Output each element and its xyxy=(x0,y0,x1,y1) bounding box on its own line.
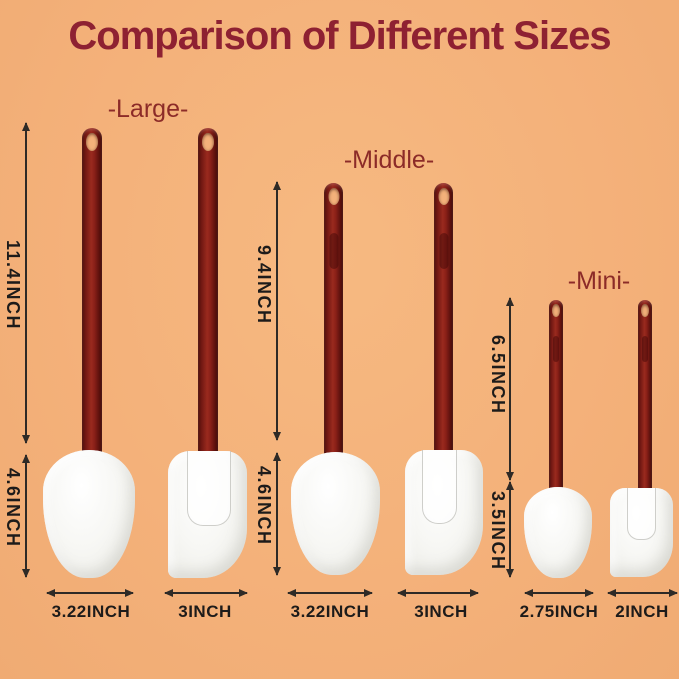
hanging-hole xyxy=(328,188,339,205)
mini-spoon-width-label: 2.75INCH xyxy=(519,602,599,621)
spatula-handle xyxy=(82,128,102,458)
page-title: Comparison of Different Sizes xyxy=(68,14,611,58)
group-label-middle: -Middle- xyxy=(343,146,435,174)
middle-handle-length-arrow xyxy=(276,182,278,440)
large-handle-length-label: 11.4INCH xyxy=(3,240,23,331)
blade-slot xyxy=(422,450,457,524)
hanging-hole xyxy=(552,304,560,317)
blade-slot xyxy=(187,451,231,526)
spatula-head-spoon xyxy=(43,450,135,578)
blade-slot xyxy=(627,488,656,540)
large-handle-length-arrow xyxy=(25,123,27,443)
large-head-length-arrow xyxy=(25,455,27,577)
middle-spoon-width-arrow xyxy=(288,592,372,594)
large-head-length-label: 4.6INCH xyxy=(3,468,23,548)
large-spoon-width-arrow xyxy=(47,592,133,594)
large-spoon-width-label: 3.22INCH xyxy=(51,602,131,621)
middle-head-length-label: 4.6INCH xyxy=(254,466,274,546)
middle-flat-width-label: 3INCH xyxy=(414,602,468,621)
hanging-hole xyxy=(438,188,449,205)
spatula-handle xyxy=(434,183,453,463)
hanging-hole xyxy=(86,133,98,151)
spatula-head-flat xyxy=(405,450,483,575)
middle-spoon-width-label: 3.22INCH xyxy=(290,602,370,621)
spatula-head-flat xyxy=(168,451,247,578)
spatula-handle xyxy=(198,128,218,460)
handle-indent xyxy=(439,233,448,269)
handle-indent xyxy=(642,336,648,362)
middle-flat-width-arrow xyxy=(398,592,478,594)
spatula-head-flat xyxy=(610,488,673,577)
mini-flat-width-label: 2INCH xyxy=(615,602,669,621)
hanging-hole xyxy=(641,304,649,317)
handle-indent xyxy=(329,233,338,269)
handle-indent xyxy=(553,336,559,362)
mini-flat-width-arrow xyxy=(608,592,677,594)
mini-head-length-label: 3.5INCH xyxy=(488,491,508,571)
mini-head-length-arrow xyxy=(509,482,511,577)
hanging-hole xyxy=(202,133,214,151)
spatula-handle xyxy=(324,183,343,461)
spatula-head-spoon xyxy=(524,487,592,578)
group-label-large: -Large- xyxy=(107,95,189,123)
large-flat-width-arrow xyxy=(165,592,247,594)
large-flat-width-label: 3INCH xyxy=(178,602,232,621)
mini-handle-length-label: 6.5INCH xyxy=(488,335,508,415)
mini-handle-length-arrow xyxy=(509,298,511,480)
spatula-handle xyxy=(549,300,563,498)
spatula-head-spoon xyxy=(291,452,380,575)
spatula-handle xyxy=(638,300,652,498)
middle-head-length-arrow xyxy=(276,453,278,575)
mini-spoon-width-arrow xyxy=(525,592,593,594)
middle-handle-length-label: 9.4INCH xyxy=(254,245,274,325)
group-label-mini: -Mini- xyxy=(567,267,631,295)
